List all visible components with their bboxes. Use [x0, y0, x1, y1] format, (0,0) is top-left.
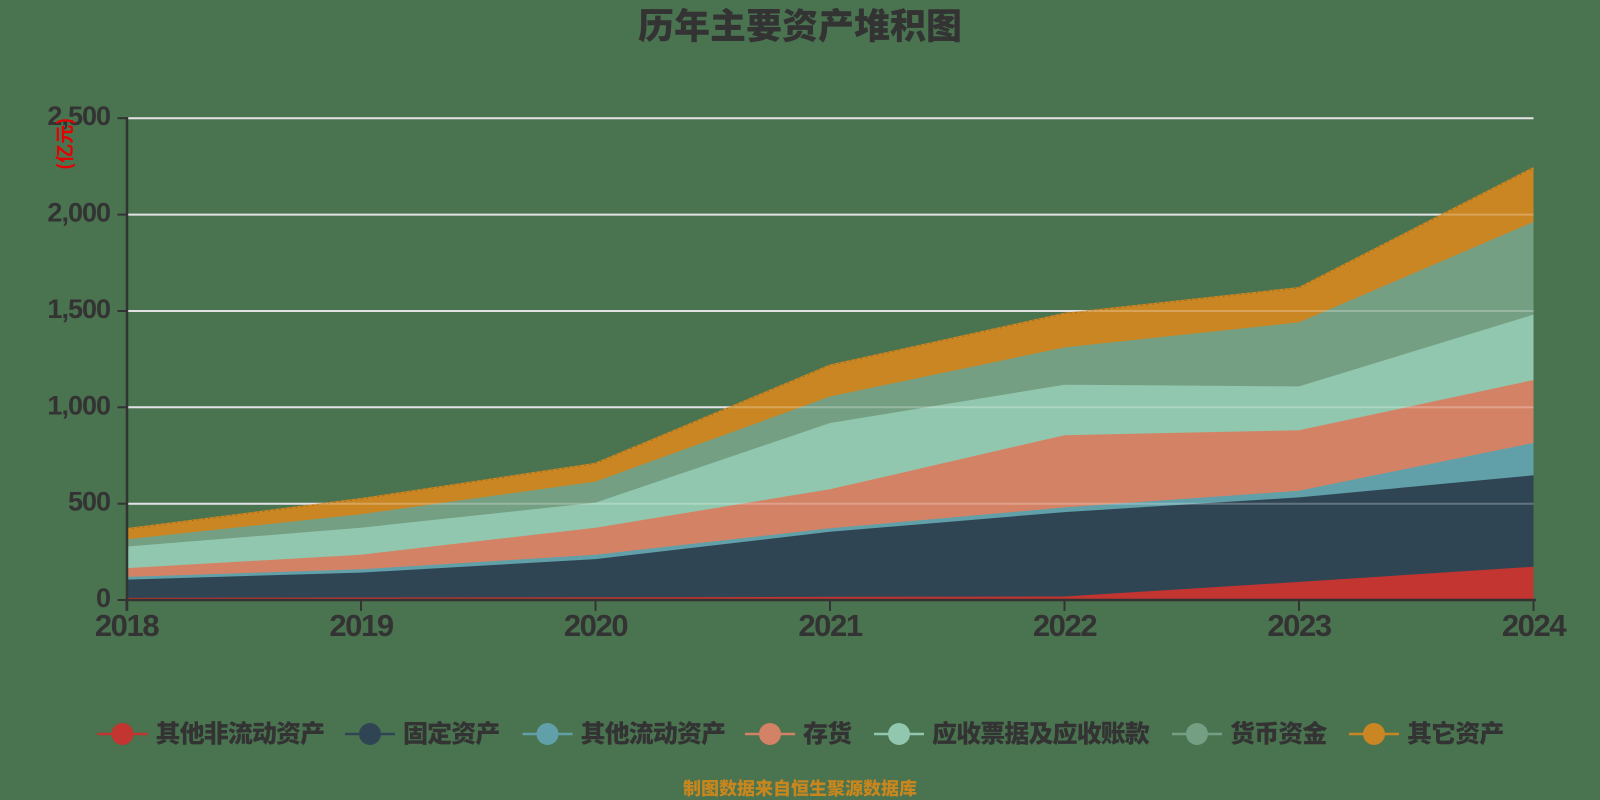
svg-text:1,000: 1,000: [47, 390, 110, 420]
svg-text:2020: 2020: [564, 608, 628, 643]
svg-text:2021: 2021: [798, 608, 863, 643]
svg-text:2023: 2023: [1267, 608, 1332, 643]
svg-text:2022: 2022: [1033, 608, 1097, 643]
svg-text:2018: 2018: [95, 608, 160, 643]
svg-text:1,500: 1,500: [47, 294, 110, 324]
svg-text:2019: 2019: [329, 608, 394, 643]
svg-text:2,000: 2,000: [47, 198, 110, 228]
svg-text:0: 0: [96, 583, 110, 613]
svg-text:2024: 2024: [1502, 608, 1568, 643]
svg-text:2,500: 2,500: [47, 101, 110, 131]
svg-text:500: 500: [68, 487, 110, 517]
